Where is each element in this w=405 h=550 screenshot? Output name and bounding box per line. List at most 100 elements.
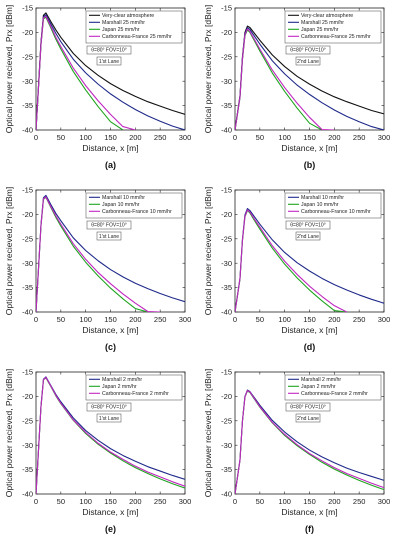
y-axis-label: Optical power recieved, Prx [dBm]	[4, 369, 14, 498]
x-axis-label: Distance, x [m]	[82, 507, 138, 517]
y-tick-label: -30	[221, 77, 232, 86]
legend-entry: Carbonneau-France 10 mm/hr	[102, 209, 172, 215]
x-tick-label: 0	[34, 497, 38, 506]
annotation-text: θ=80° FOV=10°	[91, 48, 126, 54]
y-tick-label: -20	[22, 28, 33, 37]
annotation: θ=80° FOV=10° 1'st Lane	[86, 402, 132, 423]
y-tick-label: -40	[221, 126, 232, 135]
annotation: θ=80° FOV=10° 2'nd Lane	[285, 402, 331, 423]
chart-panel-c: 0 50 100 150 200 250 300 -15 -20 -25 -30 -35 -40 Dist…	[4, 186, 191, 352]
y-tick-label: -20	[221, 210, 232, 219]
legend-entry: Very-clear atmosphere	[301, 13, 353, 19]
legend-entry: Very-clear atmosphere	[102, 13, 154, 19]
annotation-box	[285, 220, 331, 230]
legend-entry: Japan 2 mm/hr	[301, 384, 336, 390]
chart-panel-f: 0 50 100 150 200 250 300 -15 -20 -25 -30 -35 -40 Dist…	[203, 368, 390, 534]
x-tick-label: 100	[278, 133, 291, 142]
legend-box	[284, 374, 382, 401]
y-tick-label: -25	[221, 52, 232, 61]
lane-box	[295, 56, 321, 66]
x-tick-label: 50	[57, 497, 65, 506]
x-axis-label: Distance, x [m]	[281, 507, 337, 517]
chart-panel-b: 0 50 100 150 200 250 300 -15 -20 -25 -30 -35 -40 Dist…	[203, 4, 390, 170]
series-group	[235, 389, 384, 494]
x-tick-label: 300	[378, 315, 391, 324]
y-tick-label: -20	[22, 392, 33, 401]
x-tick-label: 150	[303, 133, 316, 142]
legend-entry: Marshall 25 mm/hr	[301, 20, 344, 26]
annotation-text: θ=80° FOV=10°	[290, 223, 325, 229]
x-tick-label: 250	[154, 133, 167, 142]
y-axis-label: Optical power recieved, Prx [dBm]	[203, 187, 213, 316]
y-tick-label: -25	[22, 234, 33, 243]
y-tick-label: -15	[22, 4, 33, 13]
legend-entry: Carbonneau-France 2 mm/hr	[102, 391, 169, 397]
x-tick-label: 300	[179, 315, 192, 324]
x-tick-label: 200	[328, 315, 341, 324]
x-tick-label: 100	[79, 497, 92, 506]
y-tick-label: -40	[221, 308, 232, 317]
y-tick-label: -25	[221, 416, 232, 425]
legend-entry: Japan 10 mm/hr	[102, 202, 140, 208]
y-tick-label: -35	[221, 465, 232, 474]
y-tick-label: -35	[22, 465, 33, 474]
annotation: θ=80° FOV=10° 1'st Lane	[86, 220, 132, 241]
x-tick-label: 200	[328, 133, 341, 142]
x-tick-label: 250	[154, 497, 167, 506]
lane-box	[295, 413, 321, 423]
x-tick-label: 50	[57, 133, 65, 142]
y-tick-label: -20	[221, 28, 232, 37]
legend-entry: Japan 25 mm/hr	[301, 27, 339, 33]
x-tick-label: 200	[129, 315, 142, 324]
y-tick-label: -15	[22, 186, 33, 195]
y-tick-label: -30	[22, 259, 33, 268]
y-tick-label: -20	[221, 392, 232, 401]
legend-entry: Marshall 25 mm/hr	[102, 20, 145, 26]
series-group	[36, 376, 185, 494]
y-tick-label: -40	[22, 490, 33, 499]
legend-entry: Carbonneau-France 25 mm/hr	[102, 34, 172, 40]
legend-box	[85, 10, 183, 44]
y-tick-label: -30	[221, 441, 232, 450]
panel-label: (f)	[305, 524, 314, 534]
x-tick-label: 100	[79, 133, 92, 142]
y-axis-label: Optical power recieved, Prx [dBm]	[4, 5, 14, 134]
y-tick-label: -25	[22, 416, 33, 425]
annotation-box	[285, 402, 331, 412]
annotation: θ=80° FOV=10° 2'nd Lane	[285, 45, 331, 66]
lane-label: 1'st Lane	[99, 416, 119, 422]
legend-entry: Carbonneau-France 10 mm/hr	[301, 209, 371, 215]
series-line-3	[235, 389, 384, 494]
x-tick-label: 150	[303, 315, 316, 324]
y-tick-label: -30	[221, 259, 232, 268]
panel-label: (c)	[105, 342, 116, 352]
x-tick-label: 150	[104, 315, 117, 324]
x-tick-label: 250	[353, 315, 366, 324]
chart-panel-d: 0 50 100 150 200 250 300 -15 -20 -25 -30 -35 -40 Dist…	[203, 186, 390, 352]
lane-label: 2'nd Lane	[297, 416, 319, 422]
lane-label: 1'st Lane	[99, 59, 119, 65]
x-tick-label: 250	[353, 497, 366, 506]
legend-entry: Japan 25 mm/hr	[102, 27, 140, 33]
x-tick-label: 100	[79, 315, 92, 324]
legend-box	[85, 374, 183, 401]
legend-box	[85, 192, 183, 219]
annotation-box	[86, 220, 132, 230]
y-tick-label: -20	[22, 210, 33, 219]
legend-entry: Carbonneau-France 2 mm/hr	[301, 391, 368, 397]
series-line-3	[235, 209, 348, 312]
chart-panel-e: 0 50 100 150 200 250 300 -15 -20 -25 -30 -35 -40 Dist…	[4, 368, 191, 534]
annotation: θ=80° FOV=10° 2'nd Lane	[285, 220, 331, 241]
y-axis-label: Optical power recieved, Prx [dBm]	[4, 187, 14, 316]
legend-box	[284, 192, 382, 219]
y-tick-label: -35	[22, 283, 33, 292]
legend-entry: Marshall 2 mm/hr	[102, 377, 142, 383]
annotation-box	[285, 45, 331, 55]
y-tick-label: -35	[221, 283, 232, 292]
